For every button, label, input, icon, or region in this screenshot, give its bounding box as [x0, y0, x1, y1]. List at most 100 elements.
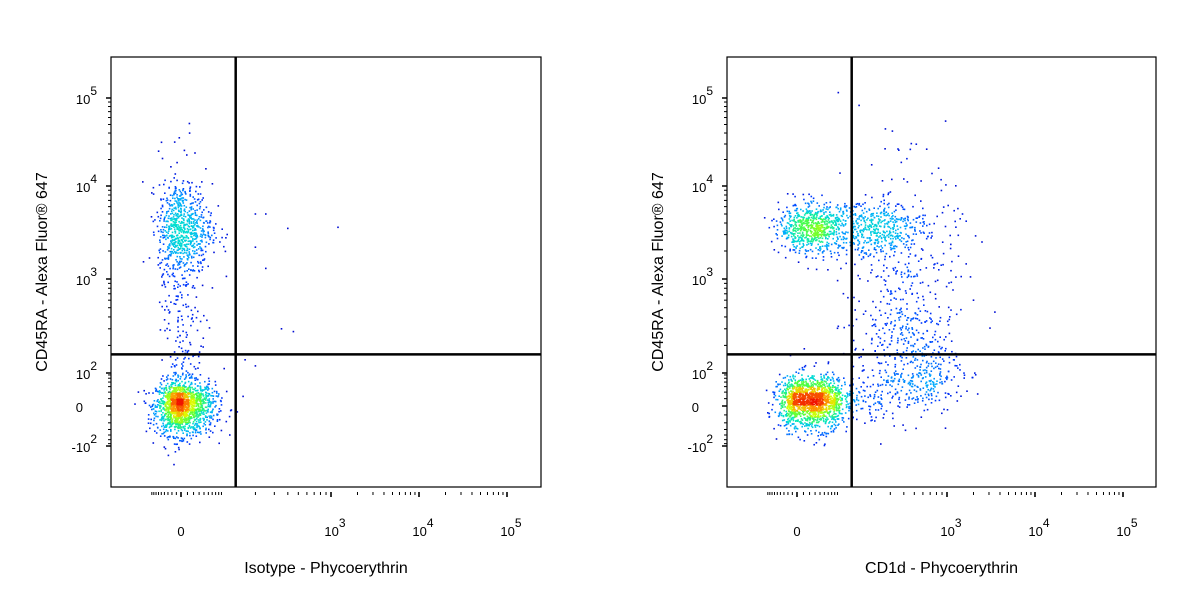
event-dot [763, 217, 766, 219]
event-dot [929, 312, 932, 315]
event-dot [845, 205, 848, 207]
event-dot [193, 252, 195, 255]
event-dot [807, 416, 809, 419]
event-dot [828, 214, 831, 216]
event-dot [845, 242, 848, 244]
event-dot [194, 409, 196, 412]
event-dot [195, 232, 197, 234]
event-dot [151, 192, 153, 194]
event-dot [811, 383, 814, 386]
event-dot [936, 365, 939, 368]
event-dot [920, 180, 922, 182]
event-dot [814, 418, 817, 421]
event-dot [790, 378, 792, 381]
event-dot [864, 216, 866, 218]
event-dot [205, 250, 207, 253]
event-dot [176, 179, 178, 182]
event-dot [839, 209, 842, 211]
event-dot [143, 400, 146, 403]
event-dot [894, 236, 896, 238]
event-dot [172, 407, 174, 410]
event-dot [193, 413, 196, 415]
event-dot [858, 242, 861, 245]
event-dot [877, 223, 880, 225]
event-dot [197, 405, 200, 408]
event-dot [917, 398, 919, 400]
event-dot [895, 205, 897, 207]
event-dot [774, 394, 777, 397]
event-dot [167, 217, 170, 220]
event-dot [160, 229, 162, 231]
event-dot [164, 403, 166, 405]
event-dot [191, 377, 193, 379]
event-dot [907, 219, 909, 222]
event-dot [210, 403, 212, 405]
event-dot [942, 206, 945, 208]
event-dot [810, 244, 813, 246]
event-dot [867, 217, 869, 220]
event-dot [223, 367, 225, 370]
event-dot [173, 387, 175, 390]
event-dot [835, 228, 838, 231]
event-dot [876, 389, 879, 392]
event-dot [173, 275, 176, 278]
event-dot [871, 369, 874, 371]
event-dot [175, 189, 177, 192]
event-dot [148, 404, 151, 407]
event-dot [926, 329, 928, 332]
event-dot [817, 424, 819, 427]
event-dot [897, 203, 900, 205]
event-dot [177, 326, 179, 328]
event-dot [170, 418, 172, 420]
event-dot [893, 225, 895, 227]
event-dot [159, 405, 162, 407]
event-dot [171, 231, 174, 234]
event-dot [844, 205, 846, 207]
event-dot [945, 347, 947, 350]
event-dot [169, 400, 171, 402]
event-dot [194, 428, 196, 430]
event-dot [173, 302, 175, 305]
event-dot [912, 233, 915, 235]
event-dot [880, 236, 883, 239]
event-dot [179, 415, 181, 418]
event-dot [158, 393, 161, 395]
event-dot [176, 432, 178, 434]
event-dot [164, 414, 166, 417]
event-dot [960, 395, 962, 397]
event-dot [787, 414, 789, 417]
event-dot [823, 444, 826, 447]
event-dot [838, 245, 840, 248]
event-dot [847, 217, 849, 219]
event-dot [847, 403, 849, 405]
event-dot [187, 371, 189, 374]
event-dot [805, 423, 808, 425]
event-dot [195, 389, 197, 392]
event-dot [193, 403, 196, 405]
event-dot [884, 237, 886, 240]
event-dot [774, 411, 777, 414]
event-dot [200, 216, 203, 218]
event-dot [902, 220, 904, 223]
event-dot [175, 241, 177, 243]
event-dot [200, 421, 202, 423]
event-dot [916, 292, 918, 295]
event-dot [189, 240, 192, 242]
event-dot [184, 210, 186, 213]
event-dot [872, 219, 874, 221]
event-dot [885, 240, 887, 242]
event-dot [784, 393, 787, 396]
event-dot [798, 368, 801, 371]
event-dot [205, 427, 207, 430]
event-dot [832, 378, 834, 380]
event-dot [784, 392, 787, 395]
event-dot [199, 431, 202, 433]
event-dot [827, 242, 830, 245]
event-dot [843, 246, 845, 249]
event-dot [815, 442, 818, 444]
event-dot [202, 253, 205, 256]
event-dot [205, 206, 208, 209]
event-dot [886, 230, 888, 233]
event-dot [924, 321, 927, 323]
event-dot [162, 397, 164, 399]
